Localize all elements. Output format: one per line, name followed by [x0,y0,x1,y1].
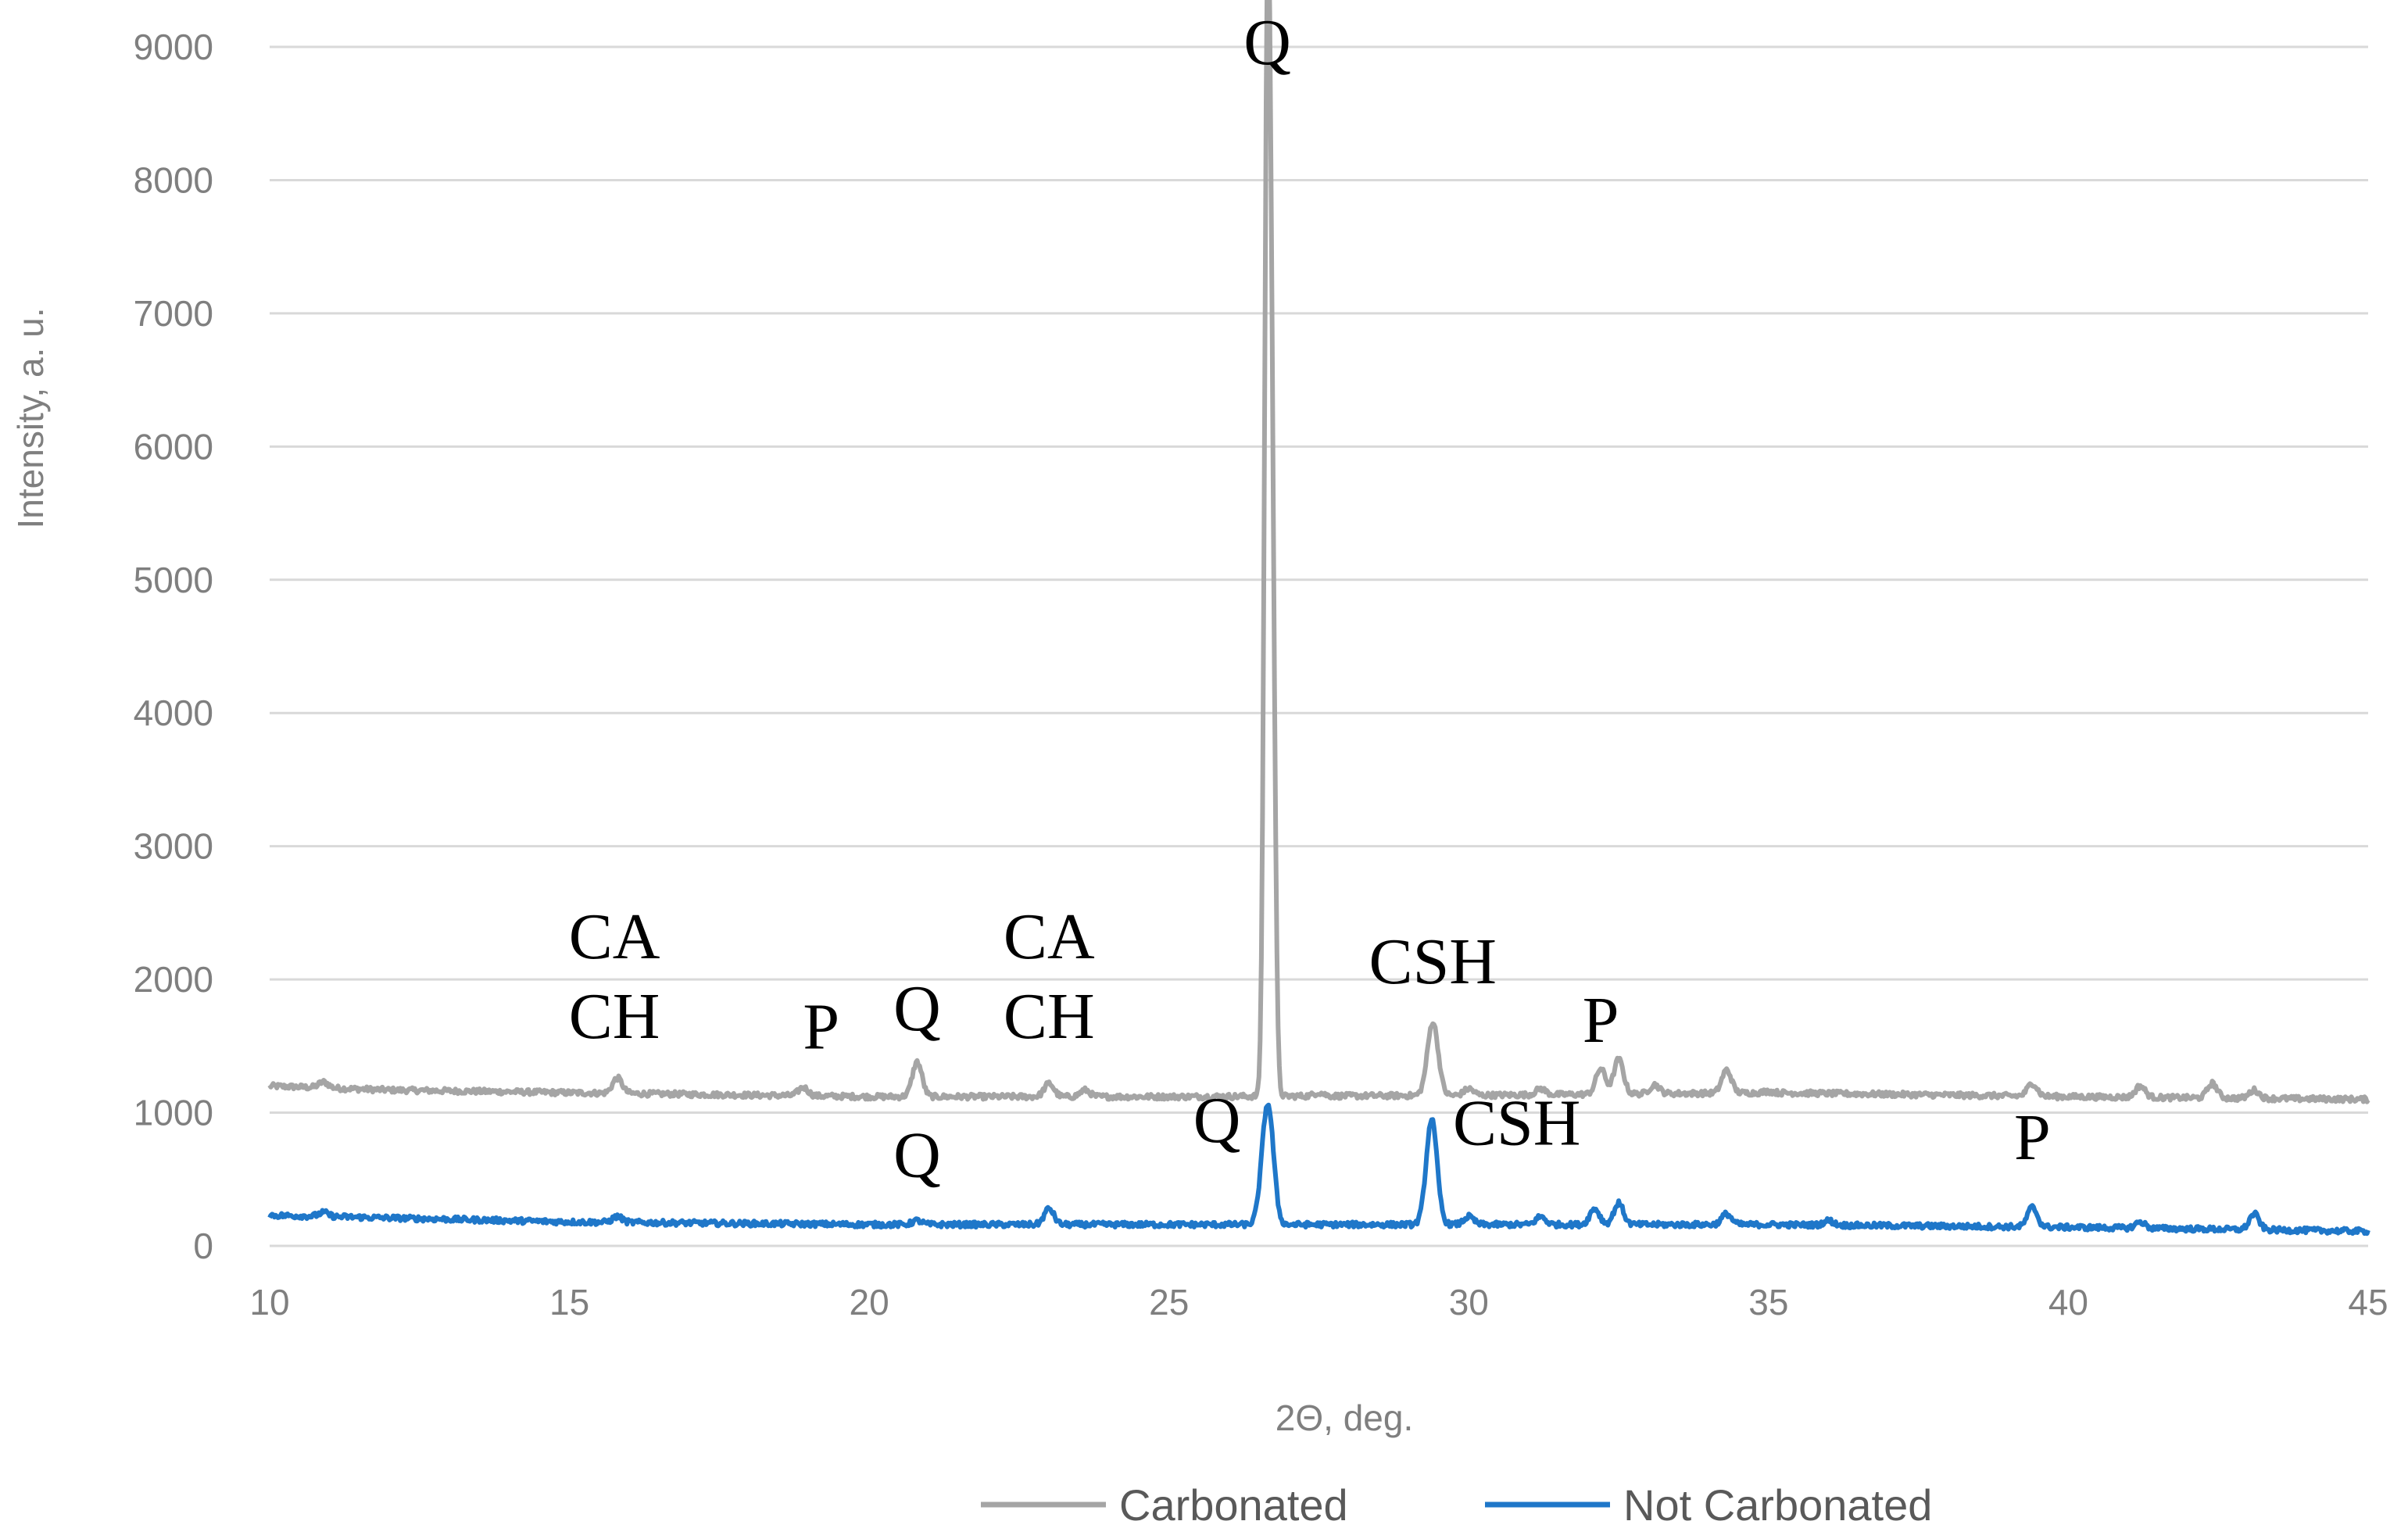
peak-label: P [803,991,839,1064]
series-lines [267,0,2370,1237]
y-tick-label: 8000 [134,159,213,200]
peak-label: Q [1243,6,1291,79]
series-line-carbonated [267,0,2370,1104]
x-tick-label: 25 [1149,1282,1189,1322]
x-tick-label: 15 [549,1282,589,1322]
peak-label: CSH [1453,1086,1580,1159]
x-axis-title: 2Θ, deg. [1276,1398,1413,1438]
peak-label: Q [1193,1084,1241,1157]
peak-label: CSH [1369,925,1497,998]
y-tick-label: 0 [193,1226,213,1266]
y-tick-label: 2000 [134,959,213,1000]
peak-label: CA [569,900,660,973]
x-tick-label: 30 [1449,1282,1489,1322]
x-tick-label: 20 [850,1282,889,1322]
legend-label-not-carbonated: Not Carbonated [1623,1480,1932,1530]
peak-label: Q [893,1118,941,1191]
peak-label: Q [893,972,941,1045]
y-tick-labels: 0 1000 2000 3000 4000 5000 6000 7000 8000 9000 [134,27,213,1266]
peak-label: P [2014,1101,2051,1174]
y-tick-label: 9000 [134,27,213,67]
peak-label: CH [1004,980,1095,1053]
y-axis-title: Intensity, a. u. [10,308,51,529]
y-tick-label: 5000 [134,560,213,600]
legend: Carbonated Not Carbonated [981,1480,1932,1530]
peak-label: CH [569,980,660,1053]
y-tick-label: 6000 [134,426,213,467]
peak-label: P [1583,984,1619,1057]
y-tick-label: 4000 [134,693,213,733]
x-tick-labels: 10 15 20 25 30 35 40 45 [249,1282,2388,1322]
peak-label: CA [1004,900,1095,973]
y-tick-label: 7000 [134,293,213,334]
series-line-not-carbonated [267,1102,2370,1237]
x-tick-label: 10 [249,1282,289,1322]
y-tick-label: 3000 [134,826,213,867]
grid-lines [270,45,2368,1247]
x-tick-label: 45 [2348,1282,2388,1322]
legend-label-carbonated: Carbonated [1119,1480,1348,1530]
x-tick-label: 40 [2048,1282,2088,1322]
y-tick-label: 1000 [134,1093,213,1133]
x-tick-label: 35 [1748,1282,1788,1322]
